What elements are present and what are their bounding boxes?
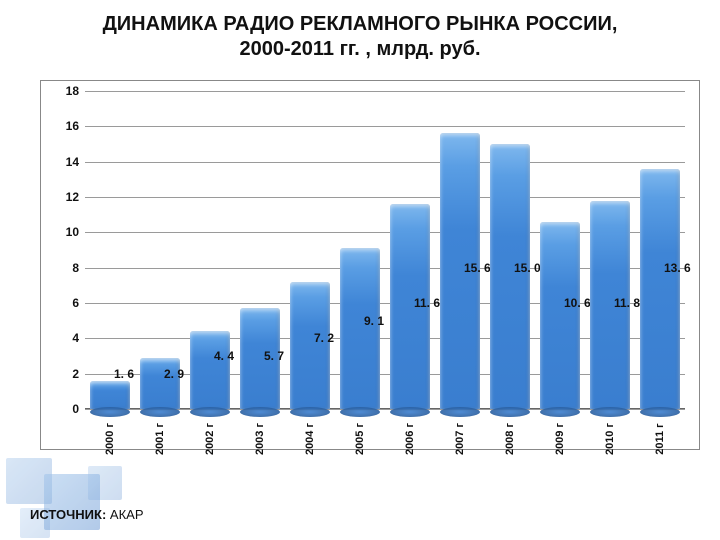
- x-tick-label: 2005 г: [354, 423, 366, 455]
- x-tick-label: 2011 г: [654, 423, 666, 455]
- slide-title: ДИНАМИКА РАДИО РЕКЛАМНОГО РЫНКА РОССИИ, …: [0, 0, 720, 66]
- x-tick-label: 2003 г: [254, 423, 266, 455]
- bar-value-label: 9. 1: [364, 314, 384, 328]
- bar: [340, 248, 380, 409]
- bar-cell: 5. 72003 г: [235, 91, 285, 409]
- x-tick-label: 2004 г: [304, 423, 316, 455]
- bar: [640, 169, 680, 409]
- bar: [290, 282, 330, 409]
- title-line-1: ДИНАМИКА РАДИО РЕКЛАМНОГО РЫНКА РОССИИ,: [40, 12, 680, 37]
- x-tick-label: 2002 г: [204, 423, 216, 455]
- title-line-2: 2000-2011 гг. , млрд. руб.: [40, 37, 680, 62]
- bar: [190, 331, 230, 409]
- bar-cell: 11. 82010 г: [585, 91, 635, 409]
- bar: [490, 144, 530, 409]
- chart-plot-area: 0246810121416181. 62000 г2. 92001 г4. 42…: [85, 91, 685, 409]
- x-tick-label: 2000 г: [104, 423, 116, 455]
- bar-value-label: 7. 2: [314, 331, 334, 345]
- x-tick-label: 2008 г: [504, 423, 516, 455]
- bar-cell: 2. 92001 г: [135, 91, 185, 409]
- y-tick-label: 2: [55, 367, 79, 381]
- bar-value-label: 1. 6: [114, 367, 134, 381]
- slide: ДИНАМИКА РАДИО РЕКЛАМНОГО РЫНКА РОССИИ, …: [0, 0, 720, 540]
- bar: [140, 358, 180, 409]
- bar-cell: 15. 02008 г: [485, 91, 535, 409]
- bar-cell: 1. 62000 г: [85, 91, 135, 409]
- x-tick-label: 2001 г: [154, 423, 166, 455]
- bar-cell: 9. 12005 г: [335, 91, 385, 409]
- x-tick-label: 2010 г: [604, 423, 616, 455]
- bar-cell: 13. 62011 г: [635, 91, 685, 409]
- bar-value-label: 13. 6: [664, 261, 691, 275]
- x-tick-label: 2007 г: [454, 423, 466, 455]
- y-tick-label: 18: [55, 84, 79, 98]
- y-tick-label: 14: [55, 155, 79, 169]
- x-tick-label: 2009 г: [554, 423, 566, 455]
- bar-cell: 11. 62006 г: [385, 91, 435, 409]
- source-label: ИСТОЧНИК:: [30, 507, 106, 522]
- bar: [90, 381, 130, 409]
- y-tick-label: 16: [55, 119, 79, 133]
- bar-cell: 10. 62009 г: [535, 91, 585, 409]
- y-tick-label: 6: [55, 296, 79, 310]
- y-tick-label: 8: [55, 261, 79, 275]
- y-tick-label: 0: [55, 402, 79, 416]
- bar-value-label: 4. 4: [214, 349, 234, 363]
- y-tick-label: 12: [55, 190, 79, 204]
- chart-frame: 0246810121416181. 62000 г2. 92001 г4. 42…: [40, 80, 700, 450]
- bar-cell: 15. 62007 г: [435, 91, 485, 409]
- y-tick-label: 4: [55, 331, 79, 345]
- source-line: ИСТОЧНИК: АКАР: [30, 507, 144, 522]
- source-value: АКАР: [110, 507, 144, 522]
- bar: [540, 222, 580, 409]
- y-tick-label: 10: [55, 225, 79, 239]
- bar-cell: 4. 42002 г: [185, 91, 235, 409]
- bar-cell: 7. 22004 г: [285, 91, 335, 409]
- x-tick-label: 2006 г: [404, 423, 416, 455]
- bar-value-label: 2. 9: [164, 367, 184, 381]
- decorative-squares: [0, 445, 170, 540]
- bar-value-label: 5. 7: [264, 349, 284, 363]
